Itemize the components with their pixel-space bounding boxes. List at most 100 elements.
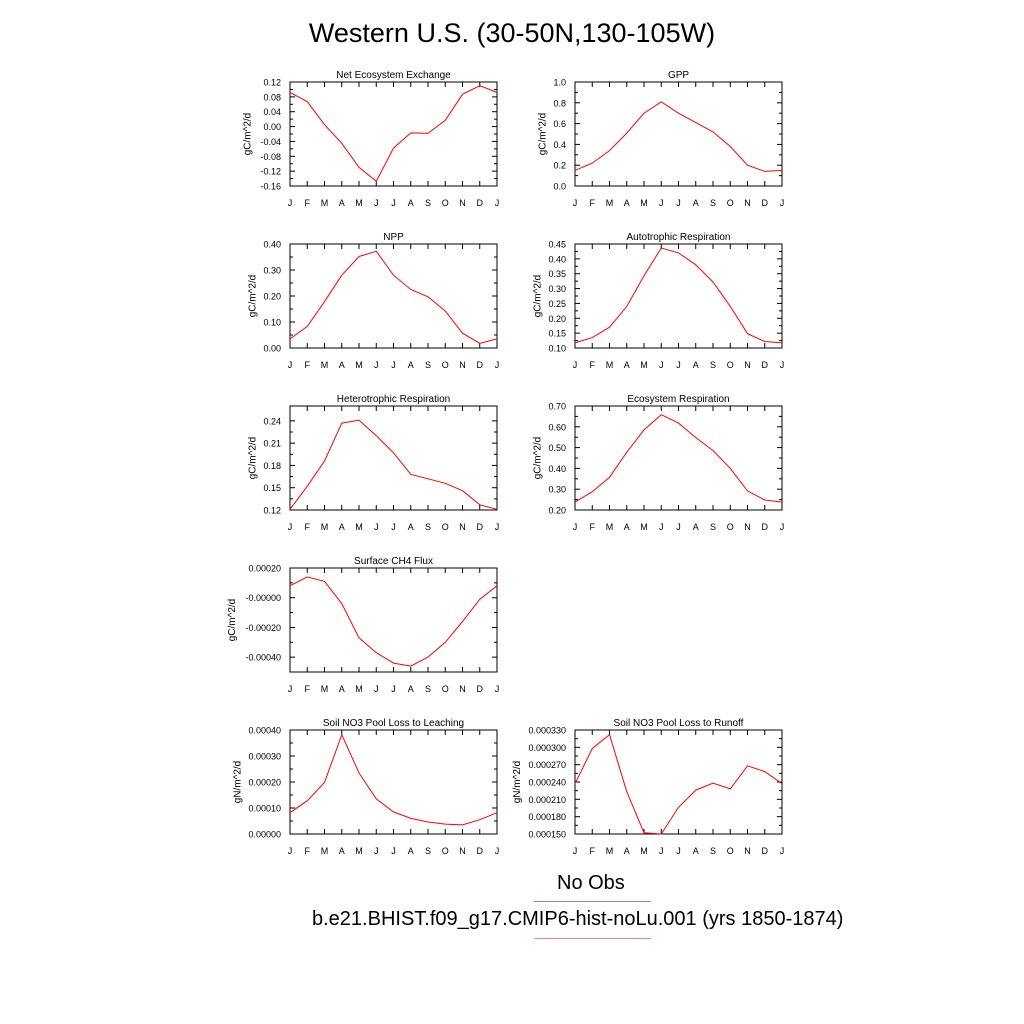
y-tick-label: -0.00020: [245, 623, 281, 633]
x-tick-label: J: [495, 522, 500, 532]
series-line: [574, 247, 783, 344]
y-tick-label: -0.00000: [245, 593, 281, 603]
x-tick-label: J: [676, 198, 681, 208]
y-axis-label: gC/m^2/d: [533, 275, 544, 318]
x-tick-label: A: [693, 198, 699, 208]
y-axis-label: gC/m^2/d: [248, 275, 259, 318]
x-tick-label: J: [495, 846, 500, 856]
series-line: [289, 419, 498, 510]
x-tick-label: O: [727, 846, 734, 856]
y-tick-label: 0.000270: [528, 760, 566, 770]
x-tick-label: A: [408, 198, 414, 208]
x-tick-label: J: [391, 846, 396, 856]
x-tick-label: J: [659, 846, 664, 856]
legend-line-model-run: [534, 938, 651, 939]
y-tick-label: 0.12: [263, 78, 281, 88]
x-tick-label: A: [339, 360, 345, 370]
y-tick-label: 0.8: [553, 98, 566, 108]
legend-label-no-obs: No Obs: [557, 872, 625, 894]
x-tick-label: O: [442, 198, 449, 208]
x-tick-label: N: [459, 522, 466, 532]
x-tick-label: O: [442, 846, 449, 856]
y-tick-label: 0.20: [263, 292, 281, 302]
x-tick-label: S: [710, 198, 716, 208]
x-tick-label: A: [339, 684, 345, 694]
plot-frame: [574, 405, 783, 511]
y-tick-label: 0.00020: [248, 778, 281, 788]
x-tick-label: J: [374, 198, 379, 208]
series-line: [574, 733, 783, 835]
x-tick-label: S: [425, 198, 431, 208]
x-tick-label: J: [391, 684, 396, 694]
x-tick-label: J: [676, 360, 681, 370]
x-tick-label: F: [305, 198, 311, 208]
x-tick-label: J: [780, 198, 785, 208]
x-tick-label: M: [321, 198, 329, 208]
x-tick-label: N: [459, 198, 466, 208]
x-tick-label: J: [391, 360, 396, 370]
y-tick-label: 0.00000: [248, 830, 281, 840]
y-tick-label: 0.45: [548, 240, 566, 250]
y-tick-label: 0.000330: [528, 726, 566, 736]
x-tick-label: D: [762, 846, 769, 856]
series-line: [289, 576, 498, 667]
x-tick-label: J: [573, 360, 578, 370]
y-tick-label: 0.20: [548, 506, 566, 516]
x-tick-label: F: [305, 846, 311, 856]
panel-title: NPP: [383, 232, 404, 243]
x-tick-label: M: [321, 846, 329, 856]
x-tick-label: A: [624, 846, 630, 856]
y-tick-label: 0.40: [548, 464, 566, 474]
x-tick-label: F: [590, 846, 596, 856]
series-line: [289, 250, 498, 344]
x-tick-label: M: [606, 522, 614, 532]
series-line: [574, 101, 783, 172]
x-tick-label: J: [374, 846, 379, 856]
y-tick-label: 0.15: [548, 329, 566, 339]
panel-title: Heterotrophic Respiration: [337, 394, 450, 405]
x-tick-label: J: [495, 198, 500, 208]
x-tick-label: M: [321, 684, 329, 694]
y-tick-label: 0.30: [263, 266, 281, 276]
y-tick-label: -0.16: [260, 182, 281, 192]
y-tick-label: 0.000300: [528, 743, 566, 753]
x-tick-label: A: [624, 522, 630, 532]
y-tick-label: 0.20: [548, 314, 566, 324]
x-tick-label: J: [573, 198, 578, 208]
y-tick-label: -0.12: [260, 167, 281, 177]
x-tick-label: S: [710, 846, 716, 856]
x-tick-label: N: [744, 522, 751, 532]
x-tick-label: J: [659, 198, 664, 208]
x-tick-label: M: [321, 360, 329, 370]
y-tick-label: 0.00: [263, 344, 281, 354]
y-tick-label: 0.30: [548, 284, 566, 294]
x-tick-label: D: [477, 684, 484, 694]
x-tick-label: A: [339, 198, 345, 208]
y-tick-label: 0.50: [548, 443, 566, 453]
y-tick-label: 0.000180: [528, 812, 566, 822]
legend-label-model-run: b.e21.BHIST.f09_g17.CMIP6-hist-noLu.001 …: [312, 908, 844, 930]
x-tick-label: A: [408, 684, 414, 694]
x-tick-label: N: [459, 846, 466, 856]
x-tick-label: J: [495, 360, 500, 370]
plot-frame: [289, 405, 498, 511]
x-tick-label: A: [624, 360, 630, 370]
x-tick-label: S: [425, 846, 431, 856]
x-tick-label: J: [659, 360, 664, 370]
y-axis-label: gC/m^2/d: [243, 113, 254, 156]
y-tick-label: 0.000240: [528, 778, 566, 788]
y-tick-label: 0.21: [263, 439, 281, 449]
x-tick-label: D: [477, 522, 484, 532]
y-tick-label: 0.4: [553, 140, 566, 150]
x-tick-label: M: [640, 360, 648, 370]
y-tick-label: 0.35: [548, 269, 566, 279]
series-line: [289, 85, 498, 182]
y-tick-label: 0.10: [263, 318, 281, 328]
x-tick-label: S: [425, 360, 431, 370]
y-tick-label: 0.15: [263, 483, 281, 493]
plot-frame: [289, 567, 498, 673]
x-tick-label: J: [573, 846, 578, 856]
x-tick-label: A: [693, 360, 699, 370]
y-tick-label: 0.00030: [248, 752, 281, 762]
y-tick-label: 0.30: [548, 485, 566, 495]
